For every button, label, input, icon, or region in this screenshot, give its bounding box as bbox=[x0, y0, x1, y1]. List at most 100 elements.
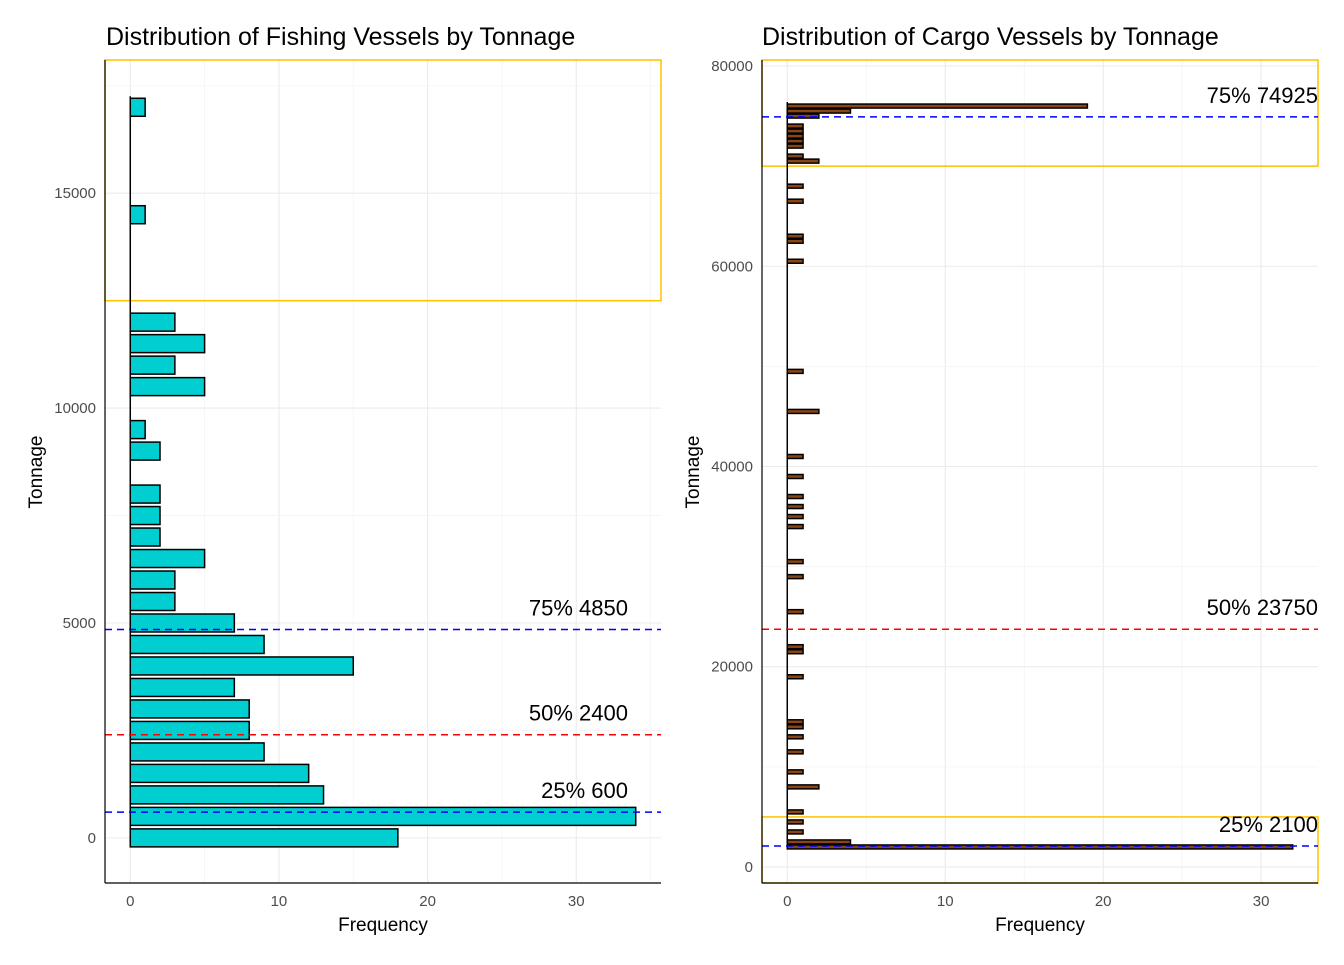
fishing-y-tick-label: 15000 bbox=[54, 185, 96, 202]
fishing-bar bbox=[129, 828, 399, 848]
fishing-bar bbox=[129, 763, 310, 784]
cargo-bar bbox=[786, 113, 820, 119]
cargo-x-tick-label: 30 bbox=[1253, 893, 1270, 910]
cargo-bar bbox=[786, 784, 820, 790]
fishing-x-tick-label: 20 bbox=[419, 893, 436, 910]
fishing-quantile-label: 75% 4850 bbox=[529, 595, 628, 620]
fishing-bar bbox=[129, 742, 265, 762]
fishing-y-tick-label: 5000 bbox=[63, 615, 96, 632]
fishing-bar bbox=[129, 806, 637, 827]
fishing-bar bbox=[129, 613, 236, 633]
fishing-quantile-lines: 25% 600 50% 2400 75% 4850 bbox=[105, 595, 661, 813]
cargo-bar bbox=[786, 558, 804, 565]
cargo-bar bbox=[786, 103, 1089, 109]
fishing-bar bbox=[129, 785, 325, 805]
cargo-bar bbox=[786, 839, 852, 845]
cargo-y-tick-label: 80000 bbox=[711, 58, 753, 75]
fishing-bar bbox=[129, 570, 176, 590]
cargo-bar bbox=[786, 844, 1294, 850]
fishing-x-tick-label: 10 bbox=[271, 893, 288, 910]
cargo-bar bbox=[786, 673, 804, 680]
fishing-bar bbox=[129, 484, 161, 504]
cargo-bar bbox=[786, 238, 804, 244]
fishing-bar bbox=[129, 720, 250, 741]
cargo-bar bbox=[786, 513, 804, 520]
cargo-bar bbox=[786, 734, 804, 740]
fishing-y-tick-label: 0 bbox=[88, 830, 96, 847]
cargo-bar bbox=[786, 473, 804, 480]
fishing-bar bbox=[129, 97, 146, 118]
cargo-bar bbox=[786, 503, 804, 510]
fishing-bar bbox=[129, 355, 176, 375]
cargo-bar bbox=[786, 368, 804, 375]
fishing-bar bbox=[129, 376, 206, 397]
cargo-bar bbox=[786, 749, 804, 755]
cargo-bar bbox=[786, 108, 852, 114]
fishing-bar bbox=[129, 656, 355, 676]
cargo-bar bbox=[786, 829, 804, 835]
cargo-bar bbox=[786, 643, 804, 650]
cargo-quantile-lines: 25% 2100 50% 23750 75% 74925 bbox=[762, 83, 1318, 847]
cargo-bar bbox=[786, 198, 804, 204]
fishing-bar bbox=[129, 204, 146, 225]
cargo-bar bbox=[786, 183, 804, 189]
cargo-axes bbox=[761, 60, 1318, 884]
cargo-bar bbox=[786, 493, 804, 500]
cargo-bar bbox=[786, 128, 804, 134]
cargo-y-tick-label: 20000 bbox=[711, 659, 753, 676]
fishing-highlight-boxes bbox=[104, 59, 662, 302]
cargo-bars bbox=[786, 102, 1294, 850]
fishing-bar bbox=[129, 634, 265, 655]
cargo-quantile-label: 50% 23750 bbox=[1207, 595, 1318, 620]
cargo-y-tick-label: 0 bbox=[745, 859, 753, 876]
cargo-chart-panel: 25% 2100 50% 23750 75% 74925 0 10 20 30 0 20000… bbox=[683, 23, 1319, 936]
cargo-bar bbox=[786, 453, 804, 460]
fishing-x-axis-title: Frequency bbox=[338, 915, 428, 936]
cargo-bar bbox=[786, 258, 804, 264]
cargo-bar bbox=[786, 158, 820, 164]
fishing-bar bbox=[129, 527, 161, 547]
cargo-x-tick-label: 0 bbox=[783, 893, 791, 910]
cargo-bar bbox=[786, 769, 804, 775]
fishing-x-tick-label: 0 bbox=[126, 893, 134, 910]
cargo-bar bbox=[786, 809, 804, 815]
fishing-highlight-box bbox=[104, 59, 662, 302]
cargo-x-tick-label: 20 bbox=[1095, 893, 1112, 910]
cargo-tick-labels: 0 10 20 30 0 20000 40000 60000 80000 bbox=[711, 58, 1269, 910]
fishing-bar bbox=[129, 548, 206, 569]
fishing-bar bbox=[129, 312, 176, 332]
cargo-bar bbox=[786, 608, 804, 615]
cargo-bar bbox=[786, 408, 820, 415]
fishing-y-axis-title: Tonnage bbox=[26, 436, 47, 509]
cargo-bar bbox=[786, 523, 804, 530]
cargo-y-tick-label: 60000 bbox=[711, 258, 753, 275]
fishing-chart-panel: 25% 600 50% 2400 75% 4850 0 10 20 30 0 5000 1000… bbox=[26, 23, 662, 936]
fishing-bars bbox=[129, 96, 637, 848]
fishing-x-tick-label: 30 bbox=[568, 893, 585, 910]
fishing-quantile-label: 50% 2400 bbox=[529, 701, 628, 726]
fishing-axes bbox=[104, 60, 661, 884]
cargo-quantile-label: 75% 74925 bbox=[1207, 83, 1318, 108]
fishing-chart-title: Distribution of Fishing Vessels by Tonna… bbox=[106, 23, 575, 51]
fishing-bar bbox=[129, 419, 146, 440]
fishing-quantile-label: 25% 600 bbox=[541, 778, 628, 803]
cargo-bar bbox=[786, 233, 804, 239]
cargo-bar bbox=[786, 573, 804, 580]
cargo-quantile-label: 25% 2100 bbox=[1219, 812, 1318, 837]
cargo-bar bbox=[786, 143, 804, 149]
fishing-y-tick-label: 10000 bbox=[54, 400, 96, 417]
cargo-y-axis-title: Tonnage bbox=[683, 436, 704, 509]
cargo-x-tick-label: 10 bbox=[937, 893, 954, 910]
cargo-bar bbox=[786, 819, 804, 825]
fishing-bar bbox=[129, 333, 206, 354]
cargo-bar bbox=[786, 133, 804, 139]
cargo-y-tick-label: 40000 bbox=[711, 458, 753, 475]
cargo-highlight-boxes bbox=[761, 59, 1319, 884]
cargo-bar bbox=[786, 719, 804, 725]
fishing-tick-labels: 0 10 20 30 0 5000 10000 15000 bbox=[54, 185, 584, 910]
cargo-bar bbox=[786, 724, 804, 730]
fishing-bar bbox=[129, 677, 236, 698]
cargo-grid bbox=[762, 60, 1318, 883]
cargo-bar bbox=[786, 648, 804, 655]
